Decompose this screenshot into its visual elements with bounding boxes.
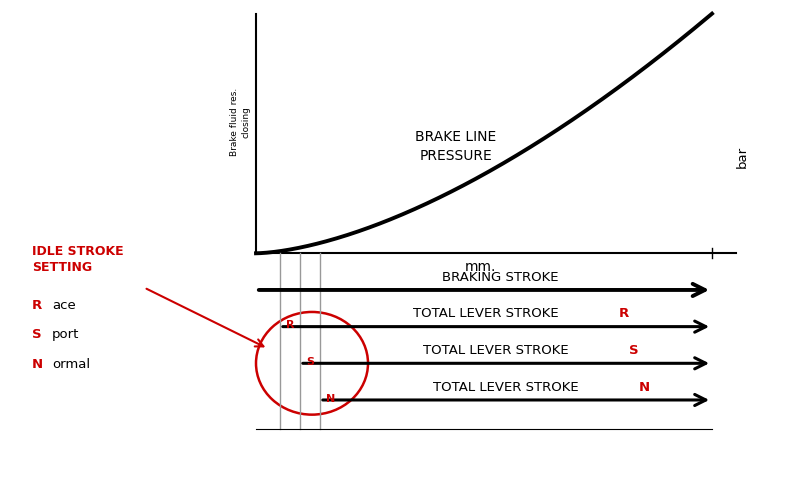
Text: N: N [32,357,43,370]
Text: S: S [32,328,42,341]
Text: IDLE STROKE
SETTING: IDLE STROKE SETTING [32,244,124,273]
Text: R: R [286,320,295,329]
Text: BRAKE LINE
PRESSURE: BRAKE LINE PRESSURE [415,130,497,163]
Text: TOTAL LEVER STROKE: TOTAL LEVER STROKE [413,306,563,320]
Text: N: N [638,380,650,393]
Text: N: N [326,393,336,403]
Text: R: R [32,299,42,311]
Text: S: S [306,356,314,366]
Text: R: R [619,306,629,320]
Text: mm.: mm. [464,259,496,273]
Text: Brake fluid res.
closing: Brake fluid res. closing [230,88,250,156]
Text: bar: bar [736,145,749,167]
Text: port: port [52,328,79,341]
Text: ace: ace [52,299,76,311]
Text: S: S [629,343,639,356]
Text: TOTAL LEVER STROKE: TOTAL LEVER STROKE [423,343,573,356]
Text: BRAKING STROKE: BRAKING STROKE [442,270,558,283]
Text: TOTAL LEVER STROKE: TOTAL LEVER STROKE [433,380,583,393]
Text: ormal: ormal [52,357,90,370]
